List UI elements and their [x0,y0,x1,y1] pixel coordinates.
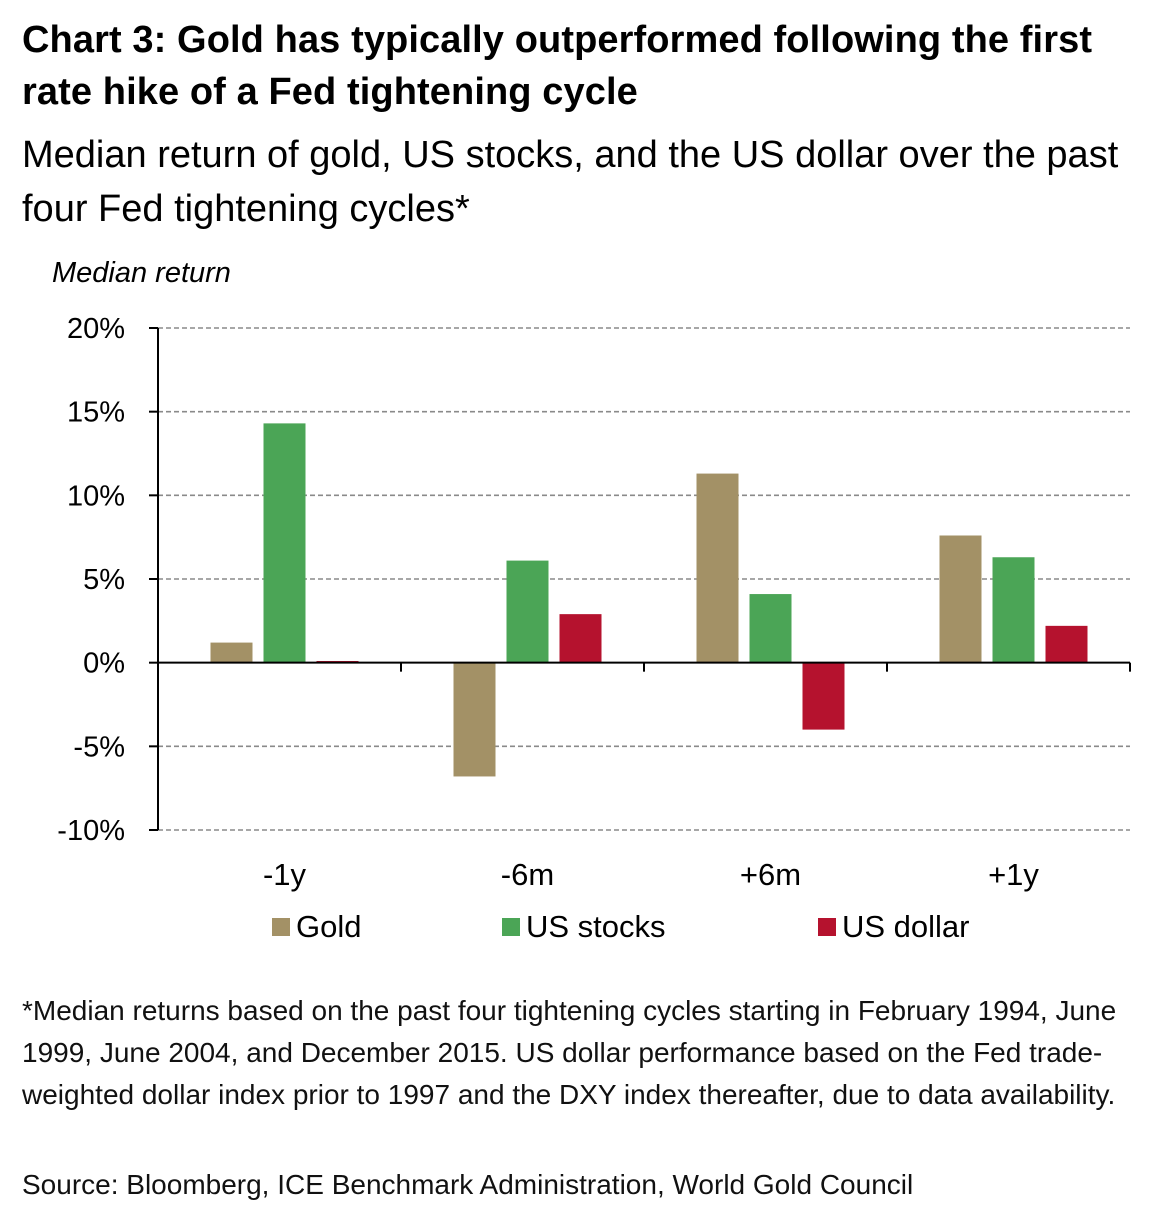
legend-swatch [502,918,520,936]
chart-title: Chart 3: Gold has typically outperformed… [22,19,1093,113]
footnote: *Median returns based on the past four t… [22,995,1117,1110]
bar-gold-0 [210,642,253,663]
x-tick-label: -6m [501,857,554,892]
legend-item-gold: Gold [272,905,361,949]
bar-us-stocks-0 [263,423,306,663]
legend-swatch [818,918,836,936]
legend-label: US dollar [842,909,970,944]
bar-us-stocks-3 [992,557,1035,663]
y-tick-label: 10% [67,480,125,512]
y-tick-label: 20% [67,313,125,345]
source-note: Source: Bloomberg, ICE Benchmark Adminis… [22,1169,914,1200]
y-tick-label: -10% [57,815,125,847]
bar-us-stocks-2 [749,594,792,663]
chart-subtitle: Median return of gold, US stocks, and th… [22,134,1119,230]
y-tick-label: 5% [83,564,125,596]
y-tick-label: 0% [83,648,125,680]
legend-label: Gold [296,909,362,944]
bar-gold-3 [939,535,982,663]
y-tick-label: 15% [67,397,125,429]
bar-us-dollar-2 [802,662,845,730]
x-tick-label: -1y [263,857,307,892]
y-axis-label: Median return [52,257,231,289]
x-tick-label: +6m [740,857,801,892]
bar-us-dollar-3 [1045,625,1088,663]
legend-item-us-stocks: US stocks [502,905,666,949]
x-tick-label: +1y [988,857,1039,892]
legend-swatch [272,918,290,936]
bar-us-stocks-1 [506,560,549,663]
y-tick-label: -5% [73,731,125,763]
chart-legend: Gold US stocks US dollar [0,905,1175,949]
bar-us-dollar-1 [559,614,602,663]
bar-gold-1 [453,662,496,777]
legend-item-us-dollar: US dollar [818,905,970,949]
bar-chart: 20% 15% 10% 5% 0% -5% -10% -1y -6m +6m +1y [57,313,1131,892]
legend-label: US stocks [526,909,666,944]
bar-gold-2 [696,473,739,663]
